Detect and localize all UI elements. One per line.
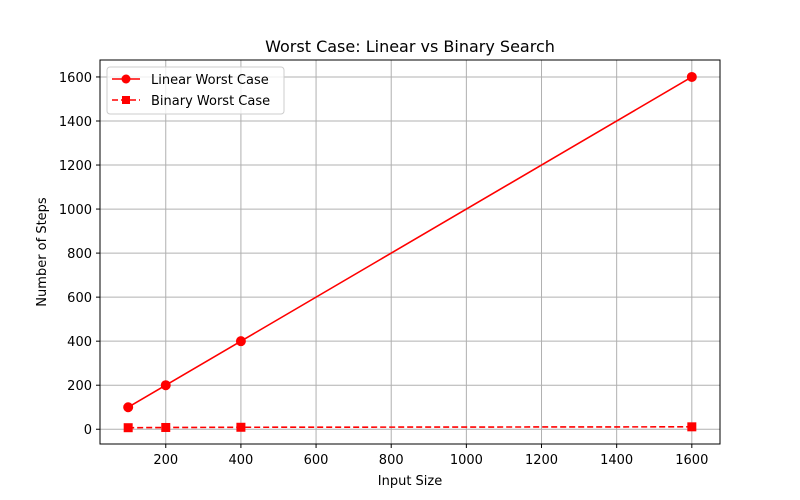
legend: Linear Worst Case Binary Worst Case	[106, 66, 285, 115]
x-tick-label: 400	[228, 453, 253, 468]
axis-ticks: 200 400 600 800 1000 1200 1400 1600 0 200 400 600 80…	[59, 71, 708, 468]
legend-label-binary: Binary Worst Case	[151, 94, 270, 109]
y-tick-label: 1200	[59, 159, 92, 174]
chart-title: Worst Case: Linear vs Binary Search	[265, 37, 555, 56]
y-tick-label: 1000	[59, 203, 92, 218]
x-tick-label: 1600	[675, 453, 708, 468]
y-tick-label: 800	[67, 247, 92, 262]
grid	[100, 60, 720, 444]
y-tick-label: 1600	[59, 71, 92, 86]
data-point-binary	[687, 422, 697, 432]
data-point-binary	[161, 422, 171, 432]
x-axis-title: Input Size	[378, 474, 442, 489]
data-point-linear	[686, 71, 697, 82]
data-point-linear	[123, 402, 134, 413]
x-tick-label: 800	[379, 453, 404, 468]
y-tick-label: 600	[67, 291, 92, 306]
y-tick-label: 1400	[59, 115, 92, 130]
series-layer	[123, 71, 697, 433]
x-tick-label: 600	[304, 453, 329, 468]
y-tick-label: 400	[67, 335, 92, 350]
plot-frame	[99, 59, 721, 445]
y-tick-label: 0	[84, 423, 92, 438]
data-point-binary	[236, 422, 246, 432]
data-point-linear	[235, 336, 246, 347]
series-line-linear	[127, 76, 693, 408]
x-tick-label: 1400	[600, 453, 633, 468]
series-line-binary	[128, 426, 692, 429]
legend-box	[106, 66, 285, 115]
data-point-binary	[123, 423, 133, 433]
legend-label-linear: Linear Worst Case	[151, 73, 269, 88]
x-tick-label: 1000	[450, 453, 483, 468]
legend-marker-linear	[121, 74, 131, 84]
legend-marker-binary	[122, 96, 130, 104]
y-axis-title: Number of Steps	[35, 197, 50, 307]
x-tick-label: 200	[153, 453, 178, 468]
x-tick-label: 1200	[525, 453, 558, 468]
data-point-linear	[160, 380, 171, 391]
y-tick-label: 200	[67, 379, 92, 394]
